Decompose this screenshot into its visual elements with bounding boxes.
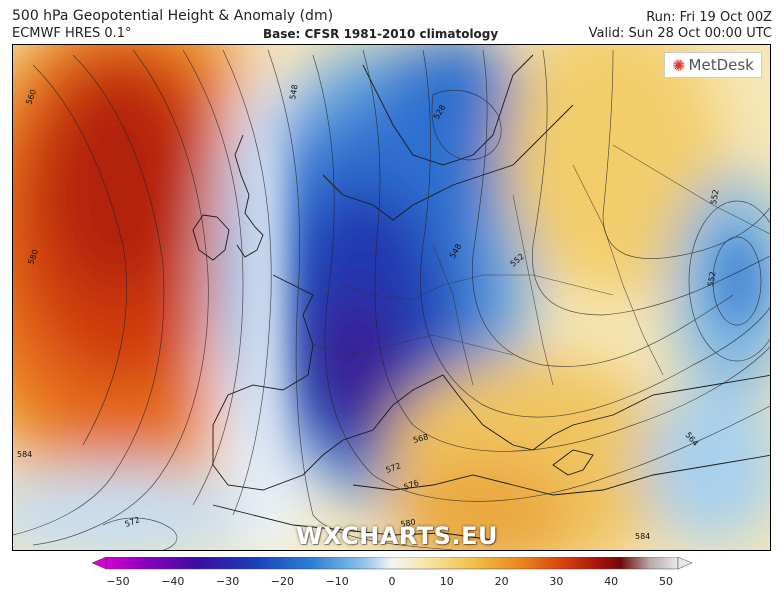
model-label: ECMWF HRES 0.1° — [12, 26, 132, 41]
contour-label: 548 — [288, 84, 300, 101]
metdesk-logo: ✺ MetDesk — [664, 52, 762, 78]
wxcharts-watermark: WXCHARTS.EU — [296, 522, 498, 550]
contour-label: 552 — [706, 271, 718, 288]
colorbar-tick-label: −50 — [106, 575, 130, 588]
run-time-label: Run: Fri 19 Oct 00Z — [646, 10, 772, 25]
metdesk-logo-icon: ✺ — [672, 55, 686, 75]
contour-label: 584 — [17, 450, 32, 459]
contour-label: 568 — [412, 432, 429, 445]
colorbar-max-arrow — [677, 557, 692, 570]
colorbar-tick-label: 20 — [494, 575, 509, 588]
colorbar-tick-label: 40 — [604, 575, 619, 588]
base-climatology-label: Base: CFSR 1981-2010 climatology — [263, 27, 499, 41]
colorbar: −50 −40 −30 −20 −10 0 10 20 30 40 50 — [92, 557, 692, 597]
contour-label: 552 — [709, 189, 721, 206]
colorbar-tick-label: 0 — [388, 575, 396, 588]
colorbar-tick-label: 50 — [659, 575, 673, 588]
colorbar-tick-label: 10 — [439, 575, 454, 588]
chart-title: 500 hPa Geopotential Height & Anomaly (d… — [12, 8, 334, 24]
colorbar-tick-label: −20 — [270, 575, 294, 588]
anomaly-map[interactable]: 560 548 528 580 552 552 584 568 572 576 … — [12, 44, 771, 551]
map-canvas: 560 548 528 580 552 552 584 568 572 576 … — [13, 45, 770, 550]
metdesk-logo-text: MetDesk — [688, 56, 754, 74]
coastlines — [192, 54, 770, 541]
colorbar-scale — [105, 557, 679, 570]
colorbar-tick-label: −40 — [161, 575, 185, 588]
contour-label: 584 — [635, 532, 650, 541]
contour-label: 580 — [400, 517, 417, 529]
colorbar-min-arrow — [92, 557, 107, 570]
colorbar-tick-label: 30 — [549, 575, 564, 588]
height-contours — [13, 49, 770, 550]
colorbar-tick-label: −10 — [325, 575, 349, 588]
colorbar-gradient — [92, 557, 692, 570]
country-borders — [312, 144, 770, 386]
valid-time-label: Valid: Sun 28 Oct 00:00 UTC — [588, 26, 772, 41]
colorbar-tick-label: −30 — [215, 575, 240, 588]
